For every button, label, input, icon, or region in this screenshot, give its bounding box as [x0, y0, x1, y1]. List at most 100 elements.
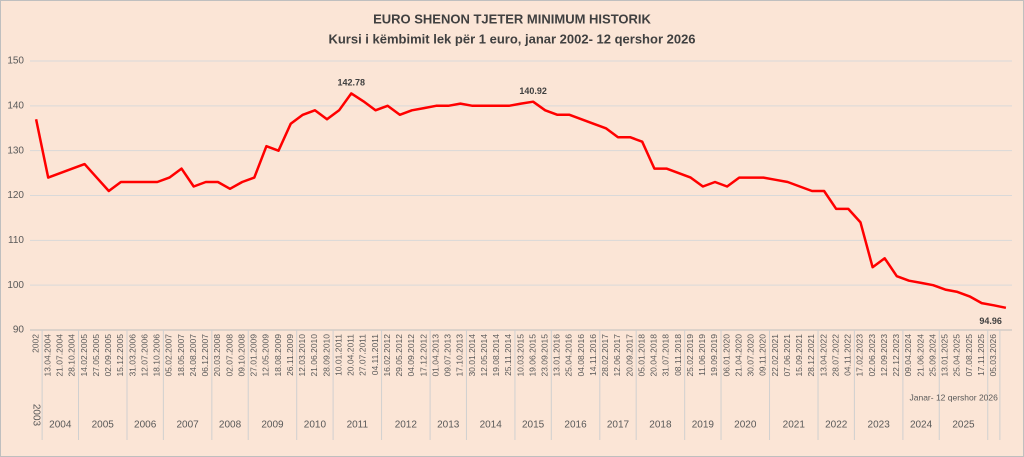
y-tick-label: 120 — [7, 190, 24, 201]
year-label: 2007 — [176, 420, 199, 431]
x-tick-label: 18.05.2007 — [176, 334, 186, 377]
year-label: 2013 — [437, 420, 460, 431]
x-tick-label: 09.07.2013 — [443, 334, 453, 377]
year-label: 2004 — [49, 420, 72, 431]
x-tick-label: 11.06.2019 — [697, 334, 707, 376]
x-tick-label: 20.04.2011 — [346, 334, 356, 376]
x-tick-label: 09.04.2024 — [903, 334, 913, 377]
x-tick-label: 13.04.2004 — [42, 334, 52, 377]
x-tick-label: 04.08.2016 — [576, 334, 586, 377]
x-tick-label: 21.06.2024 — [915, 334, 925, 377]
x-tick-label: 09.11.2020 — [758, 334, 768, 376]
year-label: 2025 — [952, 420, 975, 431]
chart-subtitle: Kursi i këmbimit lek për 1 euro, janar 2… — [328, 31, 695, 46]
year-label: 2024 — [910, 420, 933, 431]
year-label: 2019 — [692, 420, 715, 431]
x-tick-label: 25.11.2014 — [503, 334, 513, 376]
series-line — [34, 92, 1007, 310]
x-tick-label: 16.02.2012 — [382, 334, 392, 377]
x-tick-label: 22.02.2021 — [770, 334, 780, 377]
value-label: 140.92 — [519, 86, 547, 96]
x-tick-label: 02.07.2008 — [224, 334, 234, 377]
x-tick-label: 19.08.2014 — [491, 334, 501, 377]
x-tick-label: 30.01.2014 — [467, 334, 477, 377]
x-tick-label: 08.11.2018 — [673, 334, 683, 376]
x-tick-label: 12.05.2014 — [479, 334, 489, 377]
year-label: 2023 — [868, 420, 891, 431]
x-tick-label: 27.05.2005 — [91, 334, 101, 377]
year-label: 2015 — [522, 420, 545, 431]
year-label: 2010 — [304, 420, 327, 431]
year-label: 2017 — [607, 420, 630, 431]
x-tick-label: 12.05.2009 — [261, 334, 271, 377]
x-tick-label: 20.04.2018 — [649, 334, 659, 377]
x-tick-label: 20.03.2008 — [212, 334, 222, 377]
x-tick-label: 04.11.2011 — [370, 334, 380, 376]
chart-title: EURO SHENON TJETER MINIMUM HISTORIK — [373, 11, 651, 26]
x-tick-label: 18.10.2006 — [152, 334, 162, 377]
x-tick-label: 17.10.2013 — [455, 334, 465, 377]
x-tick-label: 12.09.2023 — [879, 334, 889, 377]
x-tick-label: 21.04.2020 — [733, 334, 743, 377]
y-tick-label: 130 — [7, 145, 24, 156]
x-tick-label: 24.08.2007 — [188, 334, 198, 377]
x-tick-label: 04.11.2022 — [843, 334, 853, 376]
x-tick-label: 13.01.2025 — [940, 334, 950, 377]
x-tick-label: 25.04.2025 — [952, 334, 962, 377]
x-tick-label: 13.01.2016 — [552, 334, 562, 377]
x-tick-label: 04.09.2012 — [406, 334, 416, 377]
x-tick-label: 17.12.2012 — [418, 334, 428, 377]
year-label: 2009 — [261, 420, 284, 431]
x-tick-label: 23.09.2015 — [539, 334, 549, 377]
x-tick-label: 02.06.2023 — [867, 334, 877, 377]
year-label: 2021 — [783, 420, 806, 431]
x-tick-label: 12.06.2017 — [612, 334, 622, 377]
x-tick-label: 21.07.2004 — [55, 334, 65, 377]
year-label: 2006 — [134, 420, 157, 431]
x-tick-label: 06.12.2007 — [200, 334, 210, 377]
x-tick-label: 17.02.2023 — [855, 334, 865, 377]
x-tick-label: 15.12.2005 — [115, 334, 125, 377]
x-tick-label: 28.02.2017 — [600, 334, 610, 377]
x-tick-label: 28.09.2010 — [321, 334, 331, 377]
x-tick-label: 31.07.2018 — [661, 334, 671, 377]
year-label: 2003 — [30, 404, 41, 427]
x-tick-label: 28.12.2021 — [806, 334, 816, 377]
x-tick-label: 05.03.2026 — [988, 334, 998, 377]
year-label: 2020 — [734, 420, 757, 431]
x-tick-label: 07.08.2025 — [964, 334, 974, 377]
x-tick-label: 05.01.2018 — [636, 334, 646, 377]
x-tick-label: 29.05.2012 — [394, 334, 404, 377]
x-tick-label: 28.10.2004 — [67, 334, 77, 377]
year-label: 2022 — [825, 420, 848, 431]
year-label: 2014 — [480, 420, 503, 431]
x-tick-label: 25.09.2024 — [927, 334, 937, 377]
year-label: 2016 — [564, 420, 587, 431]
year-label: 2018 — [649, 420, 672, 431]
y-tick-label: 90 — [13, 325, 25, 336]
x-tick-label: 30.07.2020 — [746, 334, 756, 377]
x-tick-label: 20.09.2017 — [624, 334, 634, 377]
x-tick-label: 06.01.2020 — [721, 334, 731, 377]
x-tick-label: 05.02.2007 — [164, 334, 174, 377]
x-tick-label: 2002 — [30, 334, 40, 353]
x-tick-label: 28.07.2022 — [830, 334, 840, 377]
x-tick-label: 10.01.2011 — [333, 334, 343, 376]
x-tick-label: 25.02.2019 — [685, 334, 695, 377]
x-tick-label: 25.04.2016 — [564, 334, 574, 377]
y-tick-label: 140 — [7, 100, 24, 111]
x-tick-label: 01.04.2013 — [430, 334, 440, 377]
value-label: 94.96 — [979, 316, 1002, 326]
x-tick-label: 14.02.2005 — [79, 334, 89, 377]
x-tick-label: 15.09.2021 — [794, 334, 804, 377]
x-tick-label: 18.08.2009 — [273, 334, 283, 377]
y-tick-label: 150 — [7, 56, 24, 67]
y-tick-label: 100 — [7, 280, 24, 291]
x-tick-label: 12.07.2006 — [139, 334, 149, 377]
value-label: 142.78 — [338, 78, 366, 88]
x-tick-label: 27.07.2011 — [358, 334, 368, 376]
year-label: 2008 — [219, 420, 242, 431]
x-tick-label: 13.04.2022 — [818, 334, 828, 377]
year-label: Janar- 12 qershor 2026 — [910, 392, 999, 402]
